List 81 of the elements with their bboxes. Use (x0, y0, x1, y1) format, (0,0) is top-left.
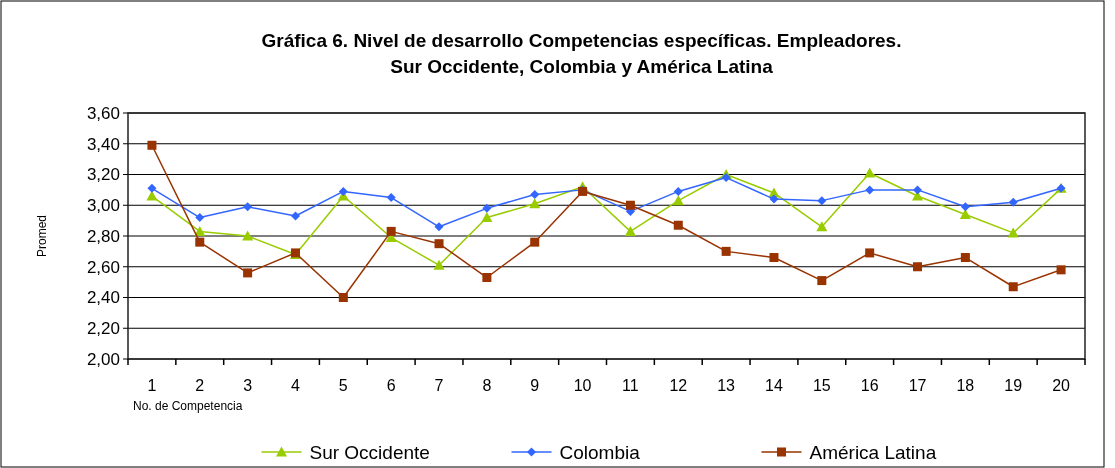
point (147, 183, 157, 193)
point (386, 193, 396, 203)
point (769, 194, 779, 204)
x-tick-label: 9 (530, 377, 540, 394)
x-tick-label: 14 (765, 377, 783, 394)
x-tick-label: 15 (812, 377, 831, 394)
point (481, 212, 493, 223)
y-tick-label: 2,20 (86, 319, 120, 339)
point (721, 246, 731, 256)
point (625, 200, 635, 210)
point (1007, 227, 1019, 238)
point (434, 239, 444, 249)
point (624, 225, 636, 236)
point (769, 253, 779, 263)
y-tick-label: 2,00 (86, 349, 120, 369)
x-tick-label: 16 (860, 377, 879, 394)
x-tick-label: 5 (338, 377, 348, 394)
x-tick-label: 19 (1004, 377, 1023, 394)
y-tick-label: 3,20 (86, 165, 120, 185)
y-tick-label: 2,40 (86, 288, 120, 308)
point (434, 222, 444, 232)
point (243, 268, 253, 278)
point (960, 202, 970, 212)
y-tick-label: 2,60 (86, 257, 120, 277)
point (721, 173, 731, 183)
point (817, 196, 827, 206)
point (673, 186, 683, 196)
x-tick-label: 10 (573, 377, 592, 394)
point (1056, 265, 1066, 275)
y-tick-label: 3,00 (86, 196, 120, 216)
x-tick-label: 3 (243, 377, 253, 394)
legend-label: América Latina (809, 441, 937, 463)
y-tick-label: 3,40 (86, 134, 120, 154)
chart-title: Gráfica 6. Nivel de desarrollo Competencias específicas. Empleadores. Sur Occidente, Colombia y América Latina (261, 30, 902, 77)
x-tick-label: 11 (622, 377, 639, 394)
point (816, 221, 828, 232)
x-tick-label: 4 (291, 377, 301, 394)
point (290, 211, 300, 221)
x-axis-title: No. de Competencia (133, 399, 243, 413)
y-tick-label: 3,60 (86, 103, 120, 123)
x-tick-label: 18 (956, 377, 975, 394)
point (865, 248, 875, 258)
point (529, 198, 541, 209)
point (338, 293, 348, 302)
x-tick-label: 1 (147, 377, 157, 394)
point (433, 259, 445, 270)
x-tick-label: 8 (482, 377, 492, 394)
point (960, 253, 970, 263)
point (338, 186, 348, 196)
point (195, 213, 205, 223)
legend-label: Sur Occidente (309, 441, 430, 463)
y-tick-label: 2,80 (86, 226, 120, 246)
point (817, 276, 827, 286)
point (913, 185, 923, 195)
x-tick-label: 2 (195, 377, 205, 394)
point (147, 140, 157, 150)
point (482, 203, 492, 213)
point (865, 185, 875, 195)
point (243, 202, 253, 212)
point (672, 195, 684, 206)
x-tick-label: 13 (717, 377, 736, 394)
point (386, 226, 396, 236)
point (673, 220, 683, 230)
point (530, 237, 540, 247)
point (194, 225, 206, 236)
x-tick-label: 17 (908, 377, 927, 394)
point (864, 167, 876, 178)
point (913, 262, 923, 272)
x-tick-label: 7 (434, 377, 444, 394)
point (195, 237, 205, 247)
point (1008, 282, 1018, 292)
x-tick-label: 6 (386, 377, 396, 394)
x-tick-label: 20 (1052, 377, 1071, 394)
point (1008, 197, 1018, 207)
x-tick-label: 12 (669, 377, 688, 394)
point (482, 273, 492, 283)
legend-label: Colombia (559, 441, 641, 463)
point (530, 189, 540, 199)
y-axis-title: Promed (35, 214, 49, 258)
point (146, 190, 158, 201)
point (242, 230, 254, 241)
